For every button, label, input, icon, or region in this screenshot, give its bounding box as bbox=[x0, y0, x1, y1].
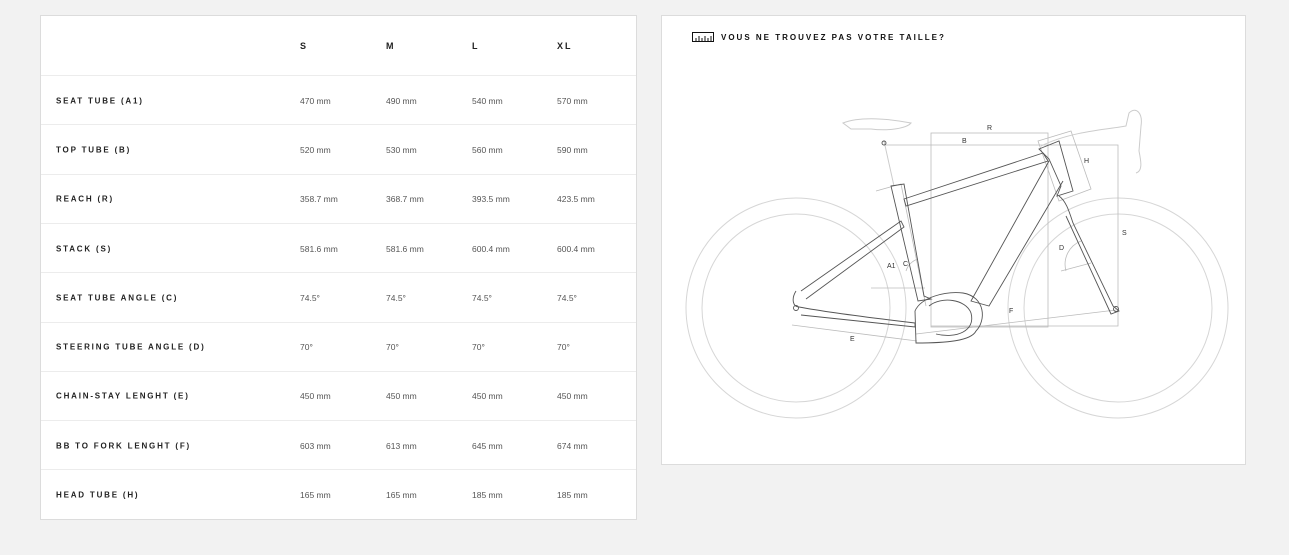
row-value-m: 581.6 mm bbox=[386, 243, 424, 254]
table-header-row: S M L XL bbox=[41, 16, 636, 75]
row-value-m: 490 mm bbox=[386, 95, 417, 106]
row-value-l: 560 mm bbox=[472, 144, 503, 155]
row-value-m: 70° bbox=[386, 342, 399, 353]
row-label: CHAIN-STAY LENGHT (E) bbox=[56, 391, 190, 401]
row-value-xl: 590 mm bbox=[557, 144, 588, 155]
row-value-xl: 674 mm bbox=[557, 440, 588, 451]
row-value-xl: 450 mm bbox=[557, 391, 588, 402]
row-value-s: 358.7 mm bbox=[300, 194, 338, 205]
row-value-l: 70° bbox=[472, 342, 485, 353]
row-value-s: 520 mm bbox=[300, 144, 331, 155]
row-value-m: 450 mm bbox=[386, 391, 417, 402]
row-value-xl: 570 mm bbox=[557, 95, 588, 106]
size-header-xl: XL bbox=[557, 40, 573, 51]
cockpit-parts bbox=[841, 109, 1142, 187]
row-value-m: 368.7 mm bbox=[386, 194, 424, 205]
table-row: SEAT TUBE (A1) 470 mm 490 mm 540 mm 570 mm bbox=[41, 75, 636, 125]
frame bbox=[792, 140, 1120, 344]
label-seat-tube: A1 bbox=[887, 263, 896, 270]
row-value-s: 603 mm bbox=[300, 440, 331, 451]
row-value-xl: 74.5° bbox=[557, 292, 577, 303]
row-value-m: 74.5° bbox=[386, 292, 406, 303]
row-value-l: 600.4 mm bbox=[472, 243, 510, 254]
row-value-s: 581.6 mm bbox=[300, 243, 338, 254]
size-header-l: L bbox=[472, 40, 480, 51]
row-label: BB TO FORK LENGHT (F) bbox=[56, 441, 191, 451]
bike-geometry-diagram: R B H S D A1 C F E bbox=[685, 109, 1229, 419]
size-help-title: VOUS NE TROUVEZ PAS VOTRE TAILLE? bbox=[721, 32, 946, 42]
size-header-s: S bbox=[300, 40, 309, 51]
row-value-l: 393.5 mm bbox=[472, 194, 510, 205]
table-row: SEAT TUBE ANGLE (C) 74.5° 74.5° 74.5° 74.5° bbox=[41, 272, 636, 322]
geometry-diagram-panel: VOUS NE TROUVEZ PAS VOTRE TAILLE? bbox=[661, 15, 1246, 465]
row-label: HEAD TUBE (H) bbox=[56, 490, 140, 500]
label-seat-angle: C bbox=[903, 261, 908, 268]
ruler-icon bbox=[692, 32, 714, 42]
dimension-labels: R B H S D A1 C F E bbox=[850, 125, 1127, 343]
table-row: CHAIN-STAY LENGHT (E) 450 mm 450 mm 450 mm 4… bbox=[41, 370, 636, 421]
table-row: HEAD TUBE (H) 165 mm 165 mm 185 mm 185 mm bbox=[41, 469, 636, 519]
label-head-tube: H bbox=[1084, 158, 1089, 165]
row-value-xl: 423.5 mm bbox=[557, 194, 595, 205]
row-label: TOP TUBE (B) bbox=[56, 145, 132, 155]
label-chain-stay: E bbox=[850, 336, 855, 343]
table-row: TOP TUBE (B) 520 mm 530 mm 560 mm 590 mm bbox=[41, 124, 636, 174]
label-stack: S bbox=[1122, 230, 1127, 237]
row-value-m: 165 mm bbox=[386, 490, 417, 501]
label-bb-to-fork: F bbox=[1009, 308, 1013, 315]
row-label: STEERING TUBE ANGLE (D) bbox=[56, 342, 206, 352]
row-value-l: 450 mm bbox=[472, 391, 503, 402]
row-value-l: 74.5° bbox=[472, 292, 492, 303]
table-row: STACK (S) 581.6 mm 581.6 mm 600.4 mm 600.4 m… bbox=[41, 222, 636, 273]
row-value-m: 613 mm bbox=[386, 440, 417, 451]
label-top-tube: B bbox=[962, 138, 967, 145]
row-value-xl: 600.4 mm bbox=[557, 243, 595, 254]
row-value-l: 185 mm bbox=[472, 490, 503, 501]
table-row: REACH (R) 358.7 mm 368.7 mm 393.5 mm 423.5 m… bbox=[41, 173, 636, 224]
wheels bbox=[685, 197, 1229, 419]
geometry-table: S M L XL SEAT TUBE (A1) 470 mm 490 mm 540 m… bbox=[40, 15, 637, 520]
row-label: STACK (S) bbox=[56, 244, 113, 254]
size-header-m: M bbox=[386, 40, 396, 51]
size-help-link[interactable]: VOUS NE TROUVEZ PAS VOTRE TAILLE? bbox=[692, 32, 946, 42]
row-value-s: 70° bbox=[300, 342, 313, 353]
row-label: SEAT TUBE ANGLE (C) bbox=[56, 293, 179, 303]
table-row: STEERING TUBE ANGLE (D) 70° 70° 70° 70° bbox=[41, 321, 636, 372]
rear-wheel-outer bbox=[685, 197, 907, 419]
row-value-xl: 185 mm bbox=[557, 490, 588, 501]
rear-wheel-inner bbox=[701, 213, 891, 403]
row-value-s: 470 mm bbox=[300, 95, 331, 106]
row-value-l: 645 mm bbox=[472, 440, 503, 451]
row-value-m: 530 mm bbox=[386, 144, 417, 155]
row-value-s: 74.5° bbox=[300, 292, 320, 303]
row-value-xl: 70° bbox=[557, 342, 570, 353]
table-row: BB TO FORK LENGHT (F) 603 mm 613 mm 645 mm 6… bbox=[41, 420, 636, 470]
row-value-s: 450 mm bbox=[300, 391, 331, 402]
label-steering-angle: D bbox=[1059, 245, 1064, 252]
row-value-s: 165 mm bbox=[300, 490, 331, 501]
dimension-lines bbox=[791, 130, 1119, 342]
label-reach: R bbox=[987, 125, 992, 132]
row-label: SEAT TUBE (A1) bbox=[56, 96, 144, 106]
row-value-l: 540 mm bbox=[472, 95, 503, 106]
row-label: REACH (R) bbox=[56, 194, 114, 204]
